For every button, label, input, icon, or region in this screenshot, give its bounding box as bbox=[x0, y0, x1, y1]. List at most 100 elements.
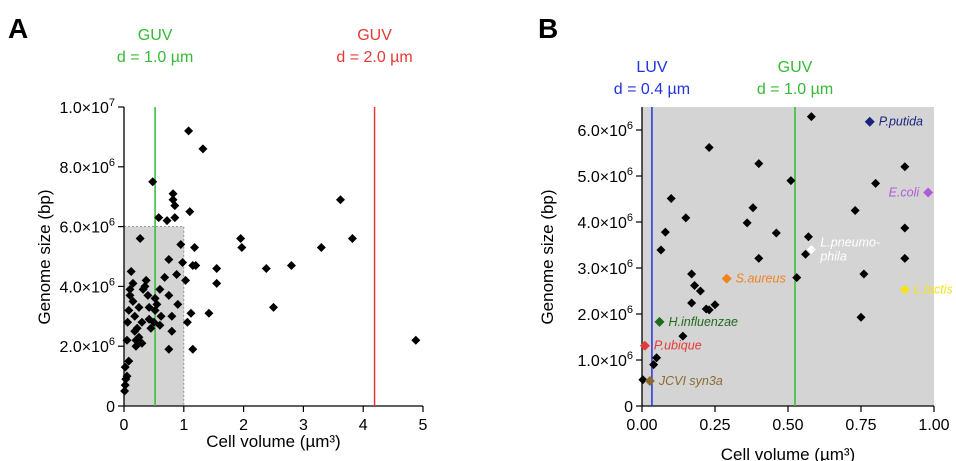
data-point bbox=[143, 290, 153, 300]
data-point bbox=[122, 335, 132, 345]
y-tick-label: 5.0×106 bbox=[577, 166, 633, 186]
data-point bbox=[173, 299, 183, 309]
data-point bbox=[236, 234, 246, 244]
y-tick-base: 6.0×10 bbox=[59, 220, 108, 237]
data-point bbox=[792, 273, 802, 283]
data-point bbox=[160, 272, 170, 282]
vertical-line-label: LUV bbox=[636, 59, 667, 76]
highlighted-point bbox=[639, 340, 650, 351]
data-point bbox=[666, 194, 676, 204]
panel-b-chart: B0.00 0.25 0.50 0.75 1.0001.0×1062.0×1063.0×… bbox=[538, 13, 953, 461]
data-point bbox=[141, 275, 151, 285]
vertical-line-label: GUV bbox=[778, 59, 813, 76]
y-tick-base: 0 bbox=[106, 399, 115, 416]
organism-label: E.coli bbox=[889, 186, 921, 200]
data-point bbox=[269, 302, 278, 312]
x-axis-title: Cell volume (µm³) bbox=[721, 445, 855, 461]
data-point bbox=[710, 300, 720, 310]
y-tick-label: 2.0×106 bbox=[59, 336, 115, 356]
data-point bbox=[652, 353, 662, 363]
data-point bbox=[748, 203, 758, 213]
y-tick-base: 8.0×10 bbox=[59, 160, 108, 177]
data-point bbox=[154, 213, 164, 223]
data-point bbox=[638, 375, 648, 385]
highlighted-point bbox=[721, 273, 732, 284]
highlighted-point bbox=[923, 187, 934, 198]
data-point bbox=[124, 356, 134, 366]
y-tick-exponent: 6 bbox=[109, 217, 115, 229]
x-tick-label: 5 bbox=[419, 417, 428, 434]
y-tick-exponent: 6 bbox=[627, 304, 633, 316]
data-point bbox=[128, 296, 138, 306]
data-point bbox=[681, 213, 691, 223]
highlighted-point bbox=[644, 376, 655, 387]
y-tick-base: 4.0×10 bbox=[59, 279, 108, 296]
x-tick-label: 0.50 bbox=[772, 417, 803, 434]
data-point bbox=[120, 362, 130, 372]
data-point bbox=[148, 177, 158, 187]
data-point bbox=[806, 112, 816, 122]
data-point bbox=[140, 281, 150, 291]
data-point bbox=[172, 269, 182, 279]
data-point bbox=[170, 213, 180, 223]
y-tick-base: 3.0×10 bbox=[577, 261, 626, 278]
y-tick-label: 0 bbox=[106, 399, 115, 416]
data-point bbox=[656, 245, 666, 255]
data-point bbox=[335, 195, 345, 205]
y-tick-label: 3.0×106 bbox=[577, 258, 633, 278]
y-tick-exponent: 7 bbox=[109, 97, 115, 109]
data-point bbox=[347, 234, 357, 244]
data-point bbox=[690, 280, 700, 290]
x-tick-label: 3 bbox=[299, 417, 308, 434]
y-tick-label: 0 bbox=[624, 399, 633, 416]
y-tick-label: 4.0×106 bbox=[59, 276, 115, 296]
data-point bbox=[771, 228, 781, 238]
vertical-line-label: d = 1.0 µm bbox=[757, 81, 833, 98]
data-point bbox=[850, 206, 860, 215]
data-point bbox=[135, 234, 145, 244]
vertical-line-label: d = 2.0 µm bbox=[336, 49, 412, 66]
data-point bbox=[186, 308, 196, 318]
data-point bbox=[123, 317, 133, 327]
y-tick-base: 1.0×10 bbox=[59, 100, 108, 117]
panel-a-chart: A0 1 2 3 4 502.0×1064.0×1066.0×1068.0×1061.0×… bbox=[8, 13, 428, 451]
y-tick-base: 0 bbox=[624, 399, 633, 416]
organism-label: S.aureus bbox=[736, 272, 786, 286]
data-point bbox=[803, 232, 813, 242]
data-point bbox=[170, 201, 180, 211]
x-tick-label: 0.00 bbox=[626, 417, 657, 434]
data-point bbox=[212, 278, 222, 288]
x-tick-label: 0.75 bbox=[845, 417, 876, 434]
data-point bbox=[204, 308, 214, 318]
y-tick-label: 1.0×106 bbox=[577, 350, 633, 370]
data-point bbox=[900, 223, 910, 233]
data-point bbox=[134, 302, 144, 312]
panel-label: A bbox=[8, 13, 28, 44]
y-tick-base: 5.0×10 bbox=[577, 169, 626, 186]
data-point bbox=[137, 317, 147, 327]
data-point bbox=[164, 344, 174, 354]
data-point bbox=[871, 178, 881, 188]
y-tick-exponent: 6 bbox=[627, 212, 633, 224]
data-point bbox=[742, 218, 752, 228]
organism-label: L.pneumo- bbox=[820, 236, 880, 250]
data-point bbox=[801, 249, 811, 259]
y-tick-exponent: 6 bbox=[627, 166, 633, 178]
data-point bbox=[137, 338, 147, 348]
organism-label: phila bbox=[819, 250, 846, 264]
data-point bbox=[660, 227, 670, 237]
panel-label: B bbox=[538, 13, 558, 44]
data-point bbox=[754, 253, 764, 263]
data-point bbox=[122, 371, 132, 381]
data-point bbox=[124, 305, 134, 315]
data-point bbox=[237, 243, 247, 253]
y-tick-label: 2.0×106 bbox=[577, 304, 633, 324]
data-point bbox=[164, 290, 174, 300]
data-point bbox=[198, 144, 208, 154]
data-point bbox=[156, 311, 166, 321]
data-point bbox=[167, 311, 177, 321]
data-point bbox=[155, 284, 165, 294]
y-tick-exponent: 6 bbox=[627, 350, 633, 362]
data-point bbox=[316, 243, 326, 253]
